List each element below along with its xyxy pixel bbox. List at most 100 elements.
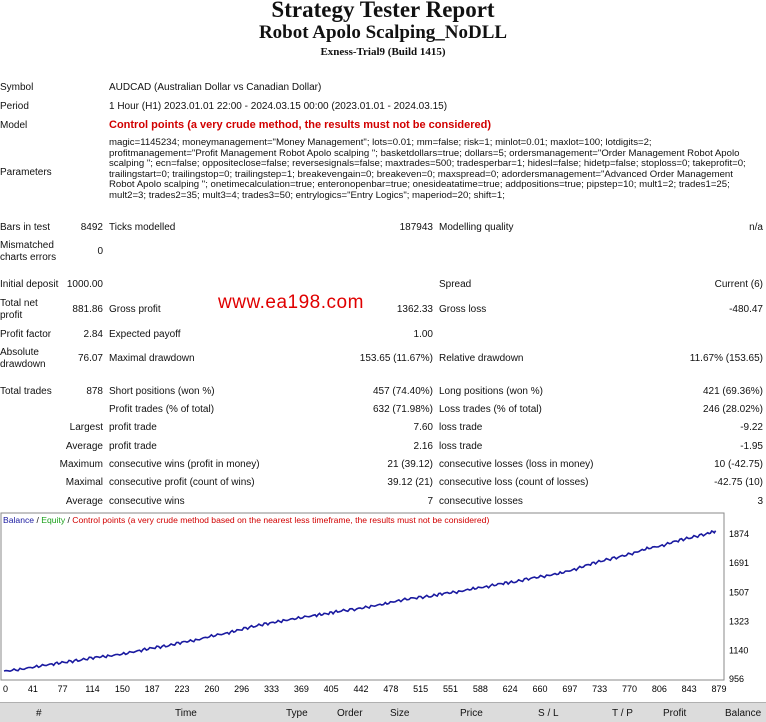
grossprofit-label: Gross profit xyxy=(109,304,161,315)
chart-frame xyxy=(0,512,725,681)
legend-sep2: / xyxy=(65,515,73,525)
maxdd-value: 153.65 (11.67%) xyxy=(359,353,433,364)
maxdd-label: Maximal drawdown xyxy=(109,353,195,364)
trades-table-header: # Time Type Order Size Price S / L T / P Profit B… xyxy=(0,702,766,722)
reldd-label: Relative drawdown xyxy=(439,353,524,364)
maximum-label: Maximum xyxy=(59,459,103,470)
x-tick-label: 478 xyxy=(383,684,398,694)
x-tick-label: 77 xyxy=(58,684,68,694)
y-tick-label: 956 xyxy=(729,674,744,684)
legend-control: Control points (a very crude method base… xyxy=(72,515,490,525)
x-tick-label: 333 xyxy=(264,684,279,694)
x-tick-label: 770 xyxy=(622,684,637,694)
ltrades-label: Loss trades (% of total) xyxy=(439,404,542,415)
y-tick-label: 1507 xyxy=(729,587,749,597)
deposit-label: Initial deposit xyxy=(0,279,59,290)
x-tick-label: 733 xyxy=(592,684,607,694)
pf-label: Profit factor xyxy=(0,329,52,340)
x-tick-label: 697 xyxy=(562,684,577,694)
aprofit-label: profit trade xyxy=(109,441,157,452)
report-subtitle: Robot Apolo Scalping_NoDLL xyxy=(258,22,508,43)
ptrades-label: Profit trades (% of total) xyxy=(109,404,215,415)
column-header: Order xyxy=(337,708,363,719)
x-tick-label: 187 xyxy=(145,684,160,694)
report-server: Exness-Trial9 (Build 1415) xyxy=(320,46,446,58)
aloss-value: -1.95 xyxy=(740,441,763,452)
column-header: Time xyxy=(175,708,197,719)
x-tick-label: 0 xyxy=(3,684,8,694)
mcl-label: consecutive losses (loss in money) xyxy=(439,459,594,470)
column-header: S / L xyxy=(538,708,559,719)
period-value: 1 Hour (H1) 2023.01.01 22:00 - 2024.03.1… xyxy=(109,101,448,112)
average-label: Average xyxy=(65,441,103,452)
legend-sep1: / xyxy=(34,515,42,525)
ptrades-value: 632 (71.98%) xyxy=(372,404,433,415)
x-tick-label: 296 xyxy=(234,684,249,694)
legend-equity: Equity xyxy=(41,515,66,525)
x-tick-label: 114 xyxy=(85,684,99,694)
watermark: www.ea198.com xyxy=(218,292,364,313)
column-header: Profit xyxy=(663,708,687,719)
payoff-label: Expected payoff xyxy=(109,329,181,340)
spread-label: Spread xyxy=(439,279,472,290)
x-tick-label: 223 xyxy=(174,684,189,694)
mclo-value: -42.75 (10) xyxy=(714,477,763,488)
netprofit-value: 881.86 xyxy=(72,304,103,315)
grossloss-label: Gross loss xyxy=(439,304,487,315)
period-label: Period xyxy=(0,101,29,112)
x-tick-label: 515 xyxy=(413,684,428,694)
mcp-label: consecutive profit (count of wins) xyxy=(109,477,255,488)
lloss-label: loss trade xyxy=(439,422,483,433)
maximal-label: Maximal xyxy=(65,477,103,488)
mismatch-value: 0 xyxy=(97,246,103,257)
parameters-value: magic=1145234; moneymanagement="Money Ma… xyxy=(109,137,746,201)
mismatch-label: Mismatched charts errors xyxy=(0,240,57,263)
y-tick-label: 1140 xyxy=(729,646,748,656)
x-tick-label: 843 xyxy=(682,684,697,694)
bars-value: 8492 xyxy=(80,222,103,233)
column-header: T / P xyxy=(612,708,633,719)
mcw-value: 21 (39.12) xyxy=(387,459,433,470)
payoff-value: 1.00 xyxy=(413,329,433,340)
x-tick-label: 369 xyxy=(294,684,309,694)
column-header: Balance xyxy=(725,708,762,719)
column-header: Type xyxy=(286,708,308,719)
balance-chart: 1874 1691 1507 1323 1140 956 0 41 77 114 150 187 223… xyxy=(0,512,766,697)
quality-value: n/a xyxy=(749,222,763,233)
mcw-label: consecutive wins (profit in money) xyxy=(109,459,260,470)
mclo-label: consecutive loss (count of losses) xyxy=(439,477,589,488)
short-value: 457 (74.40%) xyxy=(372,386,433,397)
short-label: Short positions (won %) xyxy=(109,386,215,397)
grossprofit-value: 1362.33 xyxy=(396,304,433,315)
ticks-label: Ticks modelled xyxy=(109,222,176,233)
y-tick-label: 1323 xyxy=(729,617,749,627)
legend-balance: Balance xyxy=(3,515,35,525)
netprofit-label: Total net profit xyxy=(0,298,38,321)
x-tick-label: 660 xyxy=(532,684,547,694)
trades-value: 878 xyxy=(86,386,103,397)
x-tick-label: 551 xyxy=(443,684,458,694)
lprofit-value: 7.60 xyxy=(413,422,433,433)
average2-label: Average xyxy=(65,496,103,507)
largest-label: Largest xyxy=(69,422,103,433)
acl-label: consecutive losses xyxy=(439,496,523,507)
column-header: Price xyxy=(460,708,483,719)
deposit-value: 1000.00 xyxy=(66,279,103,290)
reldd-value: 11.67% (153.65) xyxy=(689,353,763,364)
symbol-label: Symbol xyxy=(0,82,34,93)
symbol-value: AUDCAD (Australian Dollar vs Canadian Do… xyxy=(109,82,322,93)
x-tick-label: 806 xyxy=(652,684,667,694)
pf-value: 2.84 xyxy=(83,329,103,340)
x-tick-label: 150 xyxy=(115,684,130,694)
balance-series-line xyxy=(3,529,717,673)
x-tick-label: 260 xyxy=(204,684,219,694)
spread-value: Current (6) xyxy=(714,279,763,290)
bars-label: Bars in test xyxy=(0,222,51,233)
y-tick-label: 1874 xyxy=(729,529,749,539)
x-tick-label: 405 xyxy=(324,684,339,694)
column-header: # xyxy=(36,708,42,719)
x-tick-label: 41 xyxy=(28,684,38,694)
ticks-value: 187943 xyxy=(399,222,433,233)
aloss-label: loss trade xyxy=(439,441,483,452)
model-label: Model xyxy=(0,120,28,131)
